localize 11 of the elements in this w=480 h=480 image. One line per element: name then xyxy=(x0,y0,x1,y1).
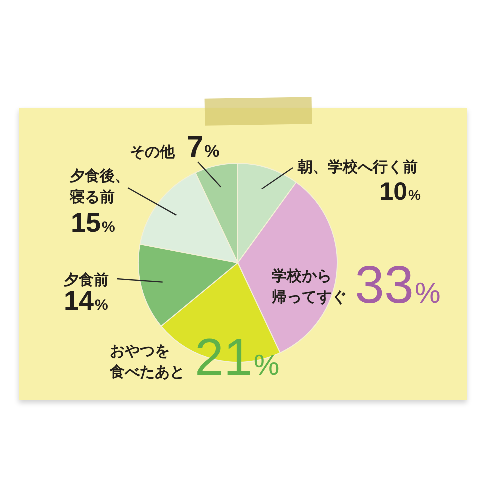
slice-label: 夕食前 xyxy=(63,271,109,289)
slice-label: おやつを食べたあと xyxy=(109,342,185,381)
data-label: 10% xyxy=(380,178,422,206)
slice-label: 夕食後、寝る前 xyxy=(69,167,130,206)
slice-label: 朝、学校へ行く前 xyxy=(297,158,418,176)
data-label: 14% xyxy=(64,286,108,316)
slice-label: その他 xyxy=(130,143,176,161)
data-label: 33% xyxy=(355,256,441,315)
data-label: 15% xyxy=(71,208,116,238)
data-label: 7% xyxy=(187,131,220,164)
slice-label: 学校から帰ってすぐ xyxy=(271,267,347,306)
